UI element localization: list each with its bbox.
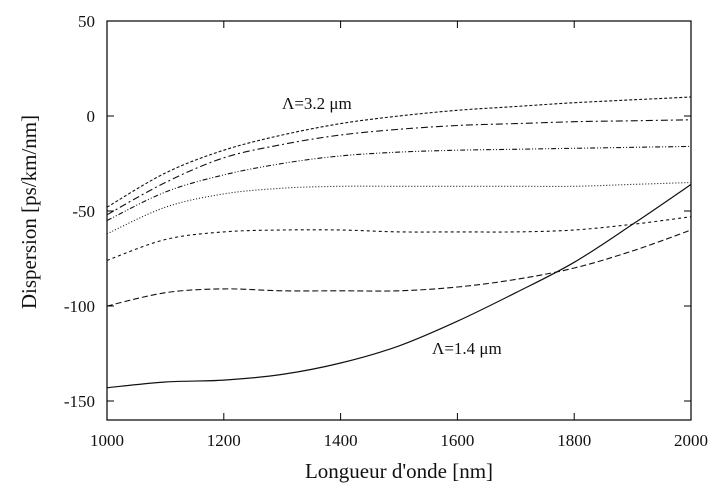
series-line-5 [106,216,692,261]
tick-labels: 1000 1200 1400 1600 1800 2000 50 0 -50 -100 -150 [64,12,708,450]
annotation-lambda-3-2: Λ=3.2 μm [282,94,352,113]
series-line-2 [106,119,692,216]
series-line-7 [106,183,692,389]
x-tick-label: 1200 [207,431,241,450]
y-tick-label: -100 [64,297,95,316]
x-tick-label: 1000 [90,431,124,450]
ticks-layer [106,20,692,420]
series-line-3 [106,145,692,221]
x-tick-label: 2000 [674,431,708,450]
series-line-6 [106,229,692,307]
y-tick-label: -150 [64,392,95,411]
x-axis-title: Longueur d'onde [nm] [305,459,493,483]
y-tick-label: -50 [72,202,95,221]
series-layer [106,96,692,389]
annotation-lambda-1-4: Λ=1.4 μm [432,339,502,358]
y-axis-title: Dispersion [ps/km/nm] [17,115,41,309]
y-tick-label: 0 [87,107,96,126]
series-line-1 [106,96,692,208]
series-line-4 [106,181,692,235]
plot-frame [106,20,692,421]
x-tick-label: 1800 [557,431,591,450]
x-tick-label: 1600 [440,431,474,450]
y-tick-label: 50 [78,12,95,31]
x-tick-label: 1400 [324,431,358,450]
